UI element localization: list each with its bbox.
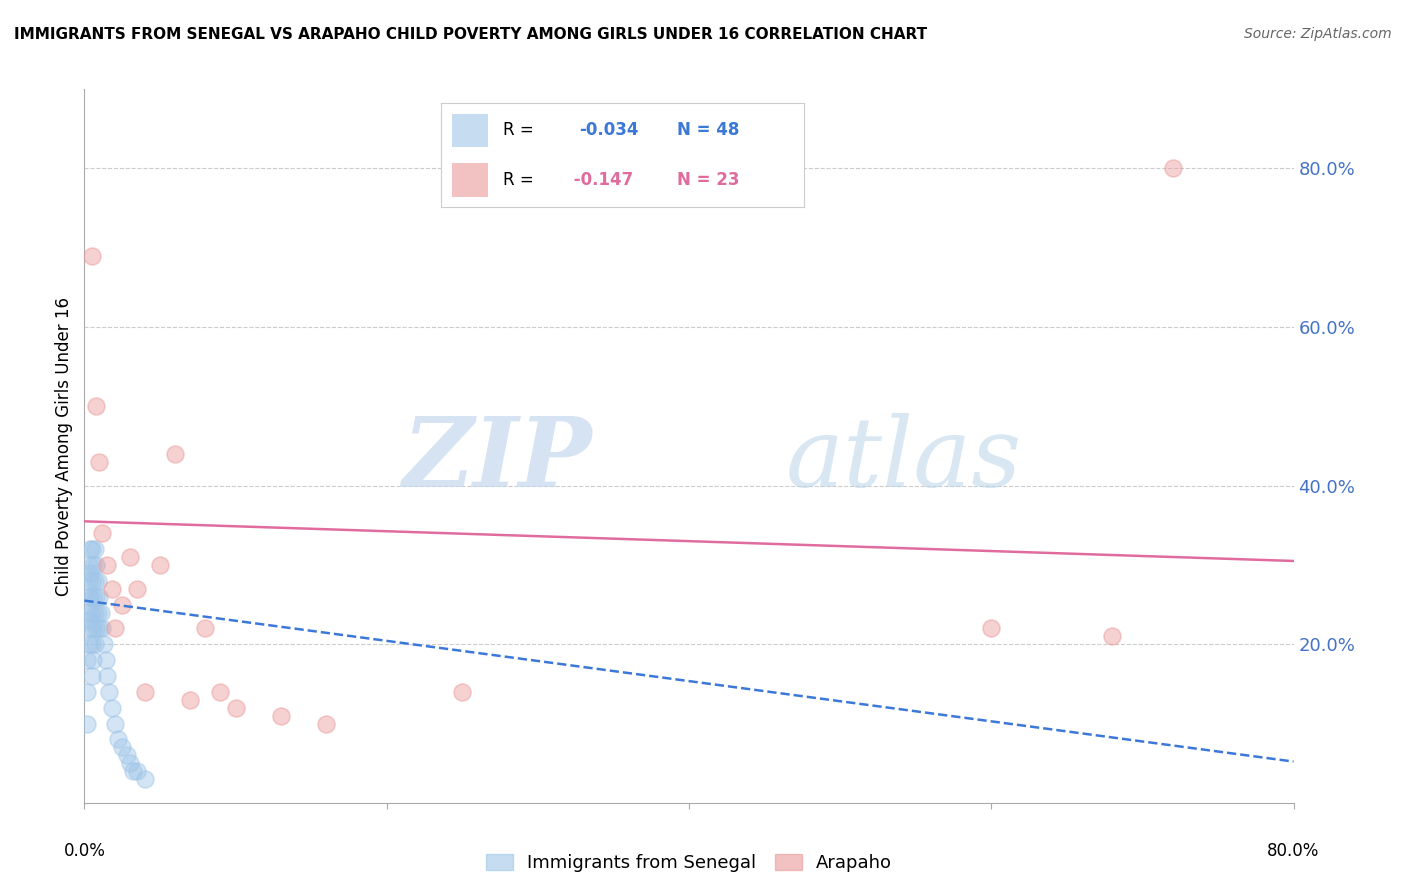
Point	[1161, 161, 1184, 176]
Point	[82, 621, 104, 635]
Point	[84, 606, 107, 620]
Y-axis label: Child Poverty Among Girls Under 16: Child Poverty Among Girls Under 16	[55, 296, 73, 596]
Point	[1101, 629, 1123, 643]
Point	[77, 590, 100, 604]
Point	[91, 526, 114, 541]
Point	[90, 606, 112, 620]
Point	[134, 685, 156, 699]
Point	[94, 653, 117, 667]
Point	[97, 685, 120, 699]
Point	[82, 590, 104, 604]
Text: atlas: atlas	[786, 413, 1022, 508]
Point	[77, 637, 100, 651]
Point	[77, 614, 100, 628]
Point	[100, 700, 122, 714]
Point	[79, 590, 101, 604]
Point	[89, 590, 111, 604]
Point	[209, 685, 232, 699]
Point	[96, 669, 118, 683]
Point	[111, 598, 134, 612]
Text: 0.0%: 0.0%	[63, 842, 105, 860]
Point	[96, 558, 118, 572]
Point	[315, 716, 337, 731]
Point	[980, 621, 1002, 635]
Point	[179, 692, 201, 706]
Text: ZIP: ZIP	[402, 413, 592, 508]
Point	[79, 566, 101, 580]
Point	[80, 249, 103, 263]
Point	[84, 574, 107, 588]
Point	[80, 542, 103, 557]
Point	[77, 574, 100, 588]
Point	[80, 669, 103, 683]
Point	[127, 764, 149, 778]
Point	[82, 653, 104, 667]
Point	[165, 447, 187, 461]
Point	[79, 621, 101, 635]
Point	[80, 606, 103, 620]
Point	[100, 582, 122, 596]
Point	[86, 400, 108, 414]
Point	[121, 764, 143, 778]
Point	[76, 685, 98, 699]
Point	[80, 574, 103, 588]
Point	[76, 716, 98, 731]
Point	[104, 716, 127, 731]
Point	[149, 558, 172, 572]
Point	[89, 455, 111, 469]
Point	[107, 732, 129, 747]
Point	[87, 574, 110, 588]
Point	[111, 740, 134, 755]
Text: 80.0%: 80.0%	[1267, 842, 1320, 860]
Point	[77, 558, 100, 572]
Point	[225, 700, 247, 714]
Legend: Immigrants from Senegal, Arapaho: Immigrants from Senegal, Arapaho	[478, 847, 900, 880]
Point	[87, 606, 110, 620]
Point	[76, 653, 98, 667]
Point	[194, 621, 217, 635]
Point	[79, 606, 101, 620]
Point	[118, 756, 141, 771]
Point	[91, 621, 114, 635]
Point	[451, 685, 474, 699]
Point	[134, 772, 156, 786]
Point	[115, 748, 138, 763]
Point	[80, 637, 103, 651]
Text: IMMIGRANTS FROM SENEGAL VS ARAPAHO CHILD POVERTY AMONG GIRLS UNDER 16 CORRELATIO: IMMIGRANTS FROM SENEGAL VS ARAPAHO CHILD…	[14, 27, 927, 42]
Text: Source: ZipAtlas.com: Source: ZipAtlas.com	[1244, 27, 1392, 41]
Point	[86, 590, 108, 604]
Point	[86, 558, 108, 572]
Point	[270, 708, 292, 723]
Point	[84, 637, 107, 651]
Point	[79, 542, 101, 557]
Point	[127, 582, 149, 596]
Point	[93, 637, 115, 651]
Point	[89, 621, 111, 635]
Point	[118, 549, 141, 564]
Point	[104, 621, 127, 635]
Point	[82, 558, 104, 572]
Point	[84, 542, 107, 557]
Point	[86, 621, 108, 635]
